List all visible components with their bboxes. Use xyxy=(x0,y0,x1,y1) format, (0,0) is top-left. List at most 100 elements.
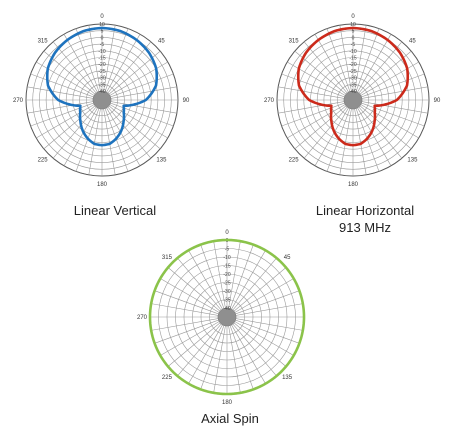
grid-spoke xyxy=(151,318,219,331)
grid-spoke xyxy=(339,108,352,175)
grid-spoke xyxy=(107,41,152,94)
grid-spoke xyxy=(108,105,161,150)
radial-tick-label: -35 xyxy=(98,82,105,88)
grid-spoke xyxy=(154,290,219,315)
grid-spoke xyxy=(36,61,95,96)
angle-tick-label: 180 xyxy=(97,182,108,188)
radial-tick-label: -15 xyxy=(349,56,356,62)
angle-tick-label: 135 xyxy=(407,157,418,163)
radial-tick-label: -15 xyxy=(223,264,230,270)
center-hub xyxy=(92,90,112,110)
grid-spoke xyxy=(235,303,303,316)
angle-tick-label: 90 xyxy=(183,98,190,104)
grid-spoke xyxy=(110,101,177,114)
chart-caption-linear-vertical: Linear Vertical xyxy=(40,202,190,219)
grid-spoke xyxy=(314,107,349,166)
radial-tick-label: -20 xyxy=(98,62,105,68)
grid-spoke xyxy=(354,25,367,92)
grid-spoke xyxy=(213,241,226,309)
grid-spoke xyxy=(234,278,294,313)
grid-spoke xyxy=(326,28,351,92)
grid-spoke xyxy=(231,324,266,384)
grid-spoke xyxy=(109,104,168,139)
grid-spoke xyxy=(177,257,222,311)
grid-spoke xyxy=(303,41,348,94)
pattern-line xyxy=(148,238,306,396)
grid-spoke xyxy=(361,102,425,127)
grid-spoke xyxy=(358,106,403,159)
angle-tick-label: 180 xyxy=(222,400,233,406)
radial-tick-label: -20 xyxy=(349,62,356,68)
radial-tick-label: -5 xyxy=(100,42,105,48)
angle-tick-label: 315 xyxy=(38,39,49,45)
grid-spoke xyxy=(233,322,287,367)
grid-spoke xyxy=(103,108,116,175)
polar-chart-0: 1050-5-10-15-20-25-30-35-400459013518022… xyxy=(13,14,190,188)
grid-spoke xyxy=(359,105,412,150)
grid-spoke xyxy=(228,241,241,309)
grid-spoke xyxy=(151,303,219,316)
grid-spoke xyxy=(229,325,254,390)
angle-tick-label: 315 xyxy=(289,39,300,45)
grid-spoke xyxy=(281,102,345,127)
grid-spoke xyxy=(234,321,294,356)
polar-chart-2: 0-5-10-15-20-25-30-35-400451351802252703… xyxy=(137,230,306,406)
grid-spoke xyxy=(232,323,277,377)
radial-tick-label: -10 xyxy=(223,255,230,261)
radial-tick-label: -40 xyxy=(98,89,105,95)
grid-spoke xyxy=(27,86,94,99)
radial-tick-label: -25 xyxy=(98,69,105,75)
grid-spoke xyxy=(110,86,177,99)
grid-spoke xyxy=(229,244,254,309)
radial-tick-label: -20 xyxy=(223,272,230,278)
grid-spoke xyxy=(287,104,346,139)
grid-spoke xyxy=(110,73,174,98)
chart-title: Axial Spin xyxy=(201,411,259,426)
grid-spoke xyxy=(287,61,346,96)
pattern-line xyxy=(296,26,410,147)
grid-spoke xyxy=(63,107,98,166)
grid-spoke xyxy=(235,319,300,344)
grid-spoke xyxy=(235,290,300,315)
grid-spoke xyxy=(278,101,345,114)
angle-tick-label: 315 xyxy=(162,255,173,261)
grid-spoke xyxy=(294,105,347,150)
radial-tick-label: -25 xyxy=(223,281,230,287)
radial-tick-label: 0 xyxy=(101,35,104,41)
grid-spoke xyxy=(107,106,152,159)
grid-spoke xyxy=(357,107,392,166)
grid-spoke xyxy=(52,41,97,94)
grid-spoke xyxy=(360,104,419,139)
radial-tick-label: -40 xyxy=(349,89,356,95)
grid-spoke xyxy=(231,250,266,310)
radial-tick-label: 5 xyxy=(352,29,355,35)
angle-tick-label: 135 xyxy=(282,375,293,381)
grid-spoke xyxy=(52,106,97,159)
grid-spoke xyxy=(27,101,94,114)
grid-spoke xyxy=(358,41,403,94)
chart-title: Linear Horizontal xyxy=(315,203,415,218)
grid-spoke xyxy=(233,267,287,312)
grid-spoke xyxy=(188,324,223,384)
grid-spoke xyxy=(314,34,349,93)
radial-tick-label: 10 xyxy=(99,22,105,28)
grid-spoke xyxy=(110,102,174,127)
grid-spoke xyxy=(361,73,425,98)
angle-tick-label: 225 xyxy=(162,375,173,381)
angle-tick-label: 225 xyxy=(38,157,49,163)
radial-tick-label: 5 xyxy=(101,29,104,35)
grid-spoke xyxy=(357,34,392,93)
grid-spoke xyxy=(200,325,225,390)
radial-tick-label: -30 xyxy=(349,76,356,82)
chart-caption-linear-horizontal: Linear Horizontal 913 MHz xyxy=(290,202,440,236)
grid-spoke xyxy=(213,325,226,393)
polar-chart-1: 1050-5-10-15-20-25-30-35-400459013518022… xyxy=(264,14,441,188)
grid-spoke xyxy=(63,34,98,93)
chart-title: Linear Vertical xyxy=(73,203,157,218)
radial-tick-label: -5 xyxy=(351,42,356,48)
grid-spoke xyxy=(103,25,116,92)
angle-tick-label: 45 xyxy=(409,39,416,45)
radial-tick-label: -35 xyxy=(349,82,356,88)
grid-spoke xyxy=(104,28,129,92)
